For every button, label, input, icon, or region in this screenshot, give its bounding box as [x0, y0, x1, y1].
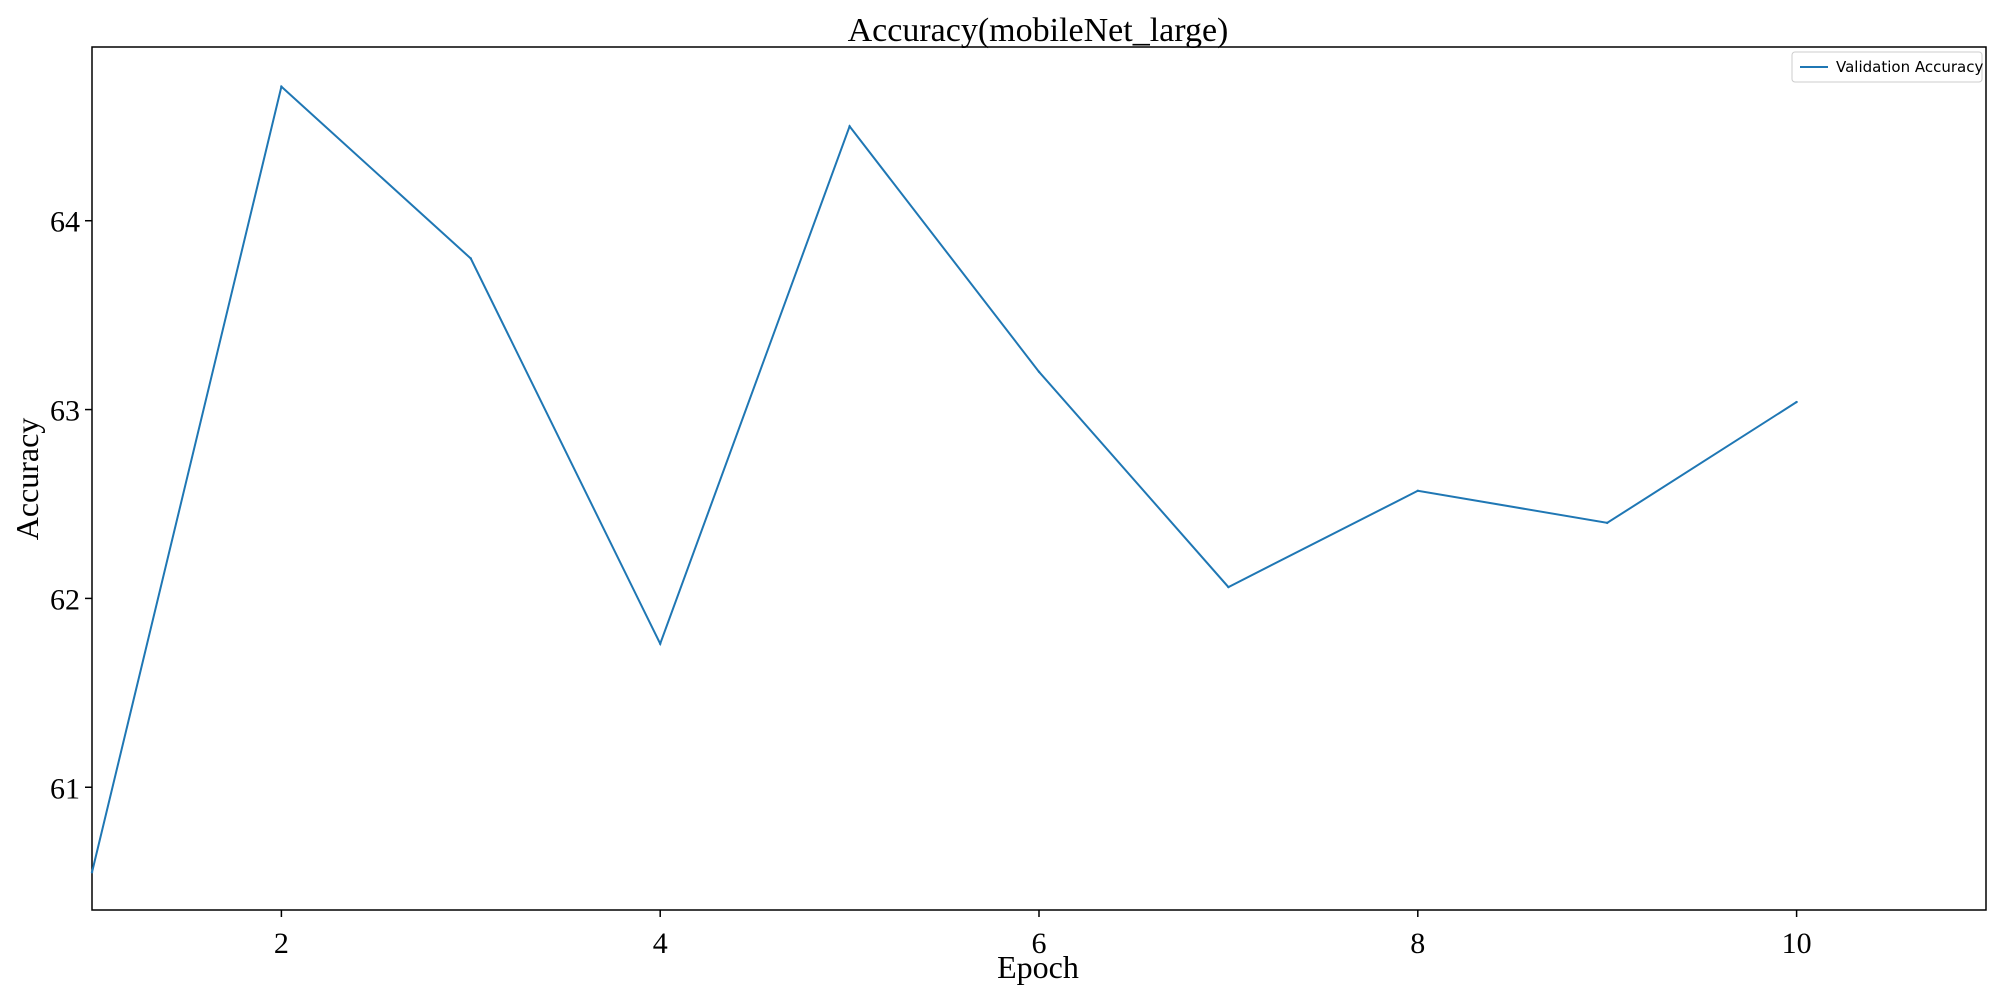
data-point — [1037, 370, 1041, 374]
x-tick-label: 4 — [653, 927, 668, 960]
data-point — [469, 257, 472, 260]
data-point — [90, 871, 94, 874]
y-tick-label: 63 — [50, 395, 80, 428]
data-point — [1606, 521, 1609, 525]
y-tick-label: 64 — [50, 206, 80, 239]
data-point — [1795, 400, 1798, 404]
x-tick-label: 8 — [1410, 927, 1425, 960]
plot-area: 2 4 6 8 10 61 62 63 64 — [50, 46, 1987, 960]
series-line-0 — [91, 84, 1798, 873]
y-axis-label: Accuracy — [9, 418, 45, 541]
chart-title: Accuracy(mobileNet_large) — [848, 12, 1229, 49]
x-tick-label: 2 — [274, 927, 289, 960]
x-tick-label: 6 — [1032, 927, 1047, 960]
y-tick-label: 61 — [50, 772, 80, 805]
data-point — [280, 85, 283, 88]
plot-frame — [91, 46, 1987, 911]
legend-box — [1791, 51, 1983, 83]
data-point — [848, 125, 851, 128]
data-point — [1416, 489, 1420, 492]
x-tick-label: 10 — [1782, 927, 1812, 960]
legend: Validation Accuracy — [1791, 51, 1983, 83]
legend-label: Validation Accuracy — [1836, 58, 1983, 76]
data-point — [659, 642, 662, 645]
y-tick-label: 62 — [50, 583, 80, 616]
x-axis-label: Epoch — [997, 949, 1079, 985]
data-point — [1227, 585, 1230, 589]
